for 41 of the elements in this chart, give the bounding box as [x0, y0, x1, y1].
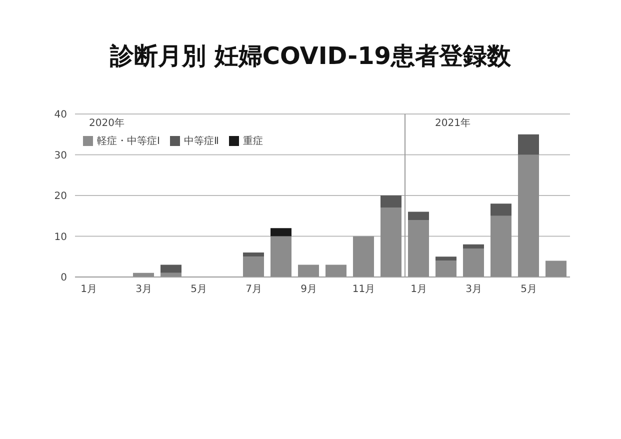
legend-label: 重症 — [242, 134, 263, 148]
bar — [490, 204, 512, 216]
x-tick-label: 5月 — [190, 284, 207, 296]
bar — [160, 264, 182, 273]
x-tick-label: 1月 — [80, 284, 97, 296]
bar — [243, 256, 264, 277]
bar — [380, 196, 402, 208]
bar — [326, 264, 346, 277]
bar — [353, 236, 374, 277]
y-tick-label: 30 — [54, 150, 67, 162]
y-tick-label: 20 — [54, 191, 67, 202]
annotation: 2020年 — [89, 117, 124, 130]
x-tick-label: 3月 — [136, 284, 152, 296]
bar — [408, 212, 429, 220]
chart-title: 診断月別 妊婦COVID-19患者登録数 — [108, 41, 512, 72]
x-tick-label: 9月 — [300, 284, 317, 296]
bar — [546, 260, 566, 277]
bar — [270, 236, 292, 277]
bar — [518, 154, 539, 277]
legend-label: 軽症・中等症Ⅰ — [96, 134, 160, 148]
bar — [463, 248, 484, 277]
y-tick-label: 40 — [54, 110, 67, 121]
bar — [380, 208, 402, 277]
bar — [436, 256, 456, 261]
bar — [243, 252, 264, 257]
bar — [408, 220, 429, 277]
legend-label: 中等症Ⅱ — [182, 134, 219, 148]
bar — [490, 216, 512, 277]
x-tick-label: 3月 — [466, 284, 482, 296]
bar — [436, 260, 456, 277]
x-tick-label: 5月 — [520, 284, 537, 296]
y-tick-label: 10 — [54, 232, 67, 243]
y-tick-label: 0 — [60, 272, 67, 284]
annotation: 2021年 — [435, 117, 470, 130]
bar — [463, 244, 484, 248]
bar — [298, 264, 319, 277]
bar — [518, 134, 539, 155]
x-tick-label: 11月 — [352, 284, 376, 296]
bar — [270, 228, 292, 236]
x-tick-label: 1月 — [410, 284, 427, 296]
x-tick-label: 7月 — [246, 284, 262, 296]
